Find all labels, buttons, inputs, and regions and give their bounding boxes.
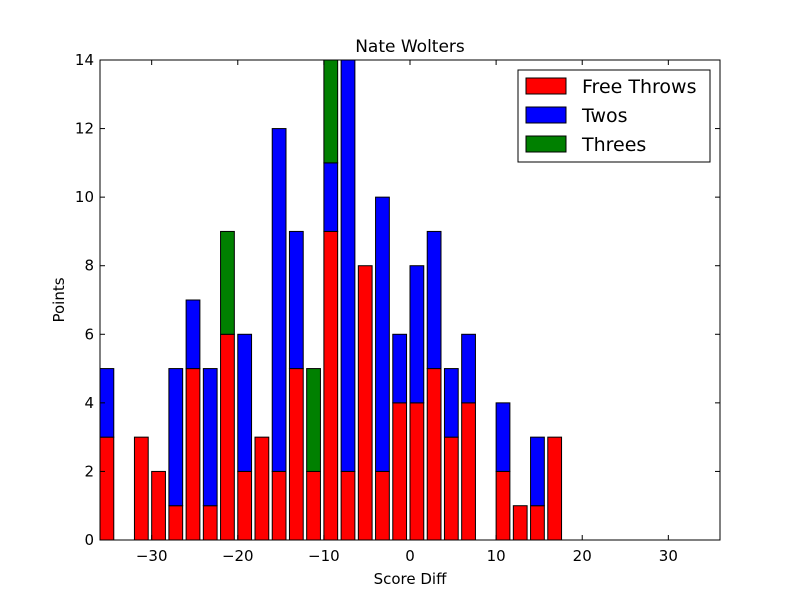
bar-twos (409, 265, 425, 404)
bar-twos (168, 368, 184, 507)
bar-twos (202, 368, 218, 507)
bar-free-throws (495, 470, 511, 541)
bar-free-throws (168, 505, 184, 541)
plot-frame (99, 59, 721, 541)
bar-free-throws (512, 505, 528, 541)
x-tick-label: −10 (308, 547, 340, 565)
bar-free-throws (340, 470, 356, 541)
bar-free-throws (426, 368, 442, 541)
bar-free-throws (409, 402, 425, 541)
bar-free-throws (443, 436, 459, 541)
y-tick-label: 8 (84, 257, 94, 275)
bar-free-throws (133, 436, 149, 541)
legend-label: Free Throws (582, 76, 696, 98)
bar-threes (306, 368, 321, 472)
x-tick-label: −20 (222, 547, 254, 565)
bar-twos (495, 402, 511, 472)
bar-free-throws (306, 470, 321, 541)
bar-twos (375, 196, 390, 472)
bar-free-throws (254, 436, 270, 541)
y-tick-label: 6 (84, 325, 94, 343)
y-axis: 0 2 4 6 8 10 12 14 (75, 51, 720, 549)
bar-twos (323, 162, 339, 232)
bar-twos (237, 333, 253, 472)
legend-label: Threes (581, 134, 646, 156)
bar-free-throws (357, 265, 373, 541)
bar-twos (340, 59, 356, 472)
bar-twos (185, 299, 201, 370)
bar-free-throws (530, 505, 545, 541)
x-axis: −30 −20 −10 0 10 20 30 (136, 60, 678, 565)
bar-twos (426, 230, 442, 370)
x-tick-label: 20 (573, 547, 592, 565)
bar-free-throws (547, 436, 563, 541)
y-tick-label: 0 (84, 531, 94, 549)
y-tick-label: 14 (75, 51, 94, 69)
y-tick-label: 2 (84, 462, 94, 480)
bar-free-throws (202, 505, 218, 541)
bar-free-throws (185, 368, 201, 541)
x-tick-label: −30 (136, 547, 168, 565)
bar-twos (461, 333, 476, 404)
bar-free-throws (237, 470, 253, 541)
bar-twos (392, 333, 408, 404)
bar-free-throws (323, 230, 339, 541)
legend-swatch (525, 135, 567, 153)
bar-free-throws (288, 368, 304, 541)
bar-free-throws (392, 402, 408, 541)
y-tick-label: 10 (75, 188, 94, 206)
x-tick-label: 0 (405, 547, 415, 565)
chart-title: Nate Wolters (355, 37, 465, 57)
bar-threes (323, 59, 339, 164)
bar-twos (288, 230, 304, 370)
legend-swatch (525, 106, 567, 124)
bar-free-throws (461, 402, 476, 541)
bar-free-throws (220, 333, 235, 541)
bar-free-throws (99, 436, 115, 541)
y-axis-label: Points (50, 277, 68, 322)
bar-twos (443, 368, 459, 438)
bar-free-throws (375, 470, 390, 541)
legend: Free Throws Twos Threes (517, 69, 711, 163)
y-tick-label: 12 (75, 120, 94, 138)
bar-twos (271, 128, 287, 472)
bar-free-throws (151, 470, 166, 541)
bar-threes (220, 230, 235, 335)
y-tick-label: 4 (84, 394, 94, 412)
bar-free-throws (271, 470, 287, 541)
legend-label: Twos (581, 105, 628, 127)
x-axis-label: Score Diff (374, 570, 447, 588)
plot-area (99, 59, 563, 541)
bar-twos (530, 436, 545, 507)
x-tick-label: 10 (487, 547, 506, 565)
x-tick-label: 30 (659, 547, 678, 565)
legend-swatch (525, 77, 567, 95)
